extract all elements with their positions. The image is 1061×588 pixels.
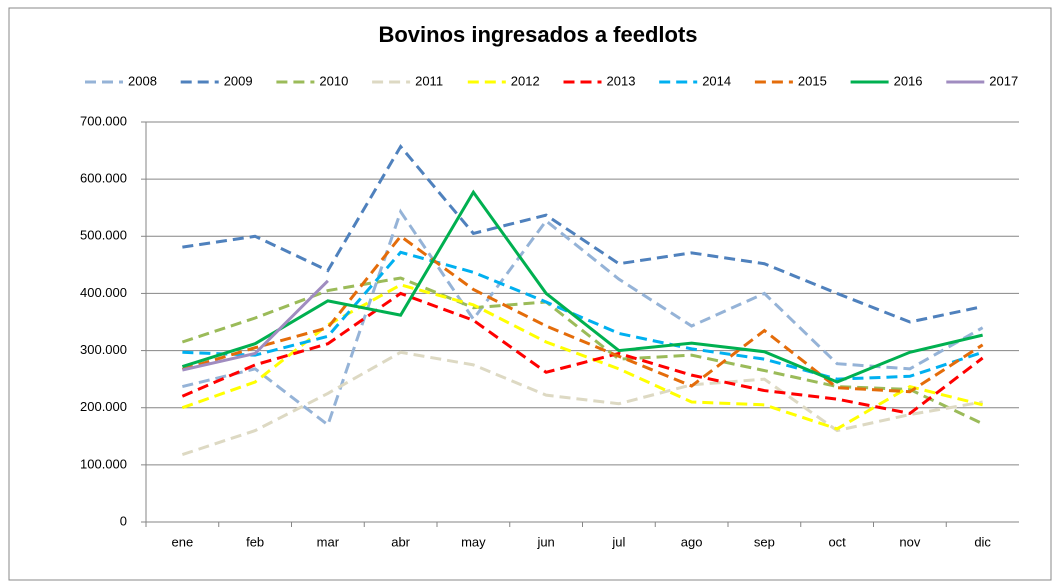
y-tick-label: 600.000 [80, 171, 127, 186]
legend-label: 2011 [415, 73, 443, 88]
y-tick-label: 400.000 [80, 285, 127, 300]
legend-label: 2016 [894, 73, 923, 88]
y-tick-label: 500.000 [80, 228, 127, 243]
series-line [181, 189, 983, 384]
legend-label: 2008 [128, 73, 157, 88]
legend-label: 2017 [989, 73, 1018, 88]
x-tick-label: ago [681, 534, 703, 549]
x-tick-label: ene [172, 534, 194, 549]
series-line [181, 291, 984, 416]
x-tick-label: may [461, 534, 486, 549]
x-tick-label: jun [536, 534, 554, 549]
series-line [181, 283, 983, 431]
x-tick-label: dic [974, 534, 991, 549]
y-tick-label: 200.000 [80, 399, 127, 414]
legend-label: 2014 [702, 73, 731, 88]
series-line [181, 234, 984, 394]
x-tick-label: oct [828, 534, 846, 549]
y-tick-label: 300.000 [80, 342, 127, 357]
x-tick-label: abr [391, 534, 410, 549]
legend-label: 2010 [319, 73, 348, 88]
legend-label: 2012 [511, 73, 540, 88]
series-line [182, 143, 983, 324]
series-line [181, 276, 984, 426]
chart-title: Bovinos ingresados a feedlots [378, 22, 697, 47]
y-tick-label: 0 [120, 513, 127, 528]
y-tick-label: 100.000 [80, 456, 127, 471]
x-tick-label: nov [899, 534, 920, 549]
series-line [182, 208, 984, 428]
legend-label: 2009 [224, 73, 253, 88]
series-line [182, 279, 329, 372]
y-tick-label: 700.000 [80, 113, 127, 128]
series-line [181, 350, 983, 456]
x-tick-label: jul [611, 534, 625, 549]
x-tick-label: mar [317, 534, 340, 549]
x-tick-label: feb [246, 534, 264, 549]
series-line [182, 250, 984, 381]
legend-label: 2015 [798, 73, 827, 88]
legend-label: 2013 [607, 73, 636, 88]
x-tick-label: sep [754, 534, 775, 549]
